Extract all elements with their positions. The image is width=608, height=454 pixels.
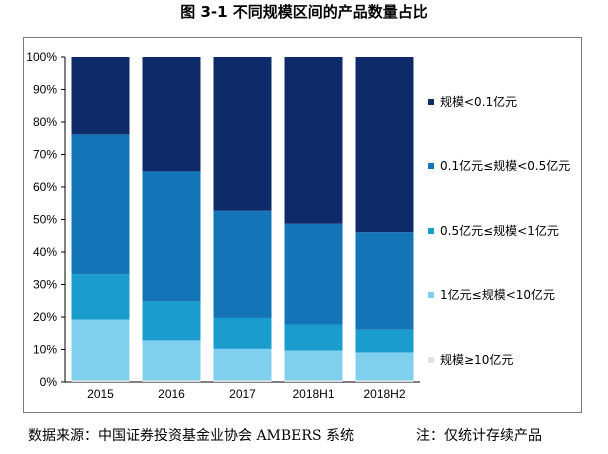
bar-segment (142, 301, 201, 341)
y-tick-label: 50% (33, 213, 57, 227)
legend-item: 1亿元≤规模<10亿元 (428, 287, 555, 302)
bar-segment (213, 317, 272, 349)
x-tick-label: 2017 (229, 387, 256, 401)
bar-segment (142, 57, 201, 172)
bar-segment (142, 380, 201, 382)
bar-segment (284, 57, 343, 224)
y-tick-label: 40% (33, 245, 57, 259)
chart-title: 图 3-1 不同规模区间的产品数量占比 (180, 3, 428, 21)
bar-segment (355, 380, 414, 382)
x-tick-label: 2015 (87, 387, 114, 401)
figure-footer: 数据来源：中国证券投资基金业协会 AMBERS 系统 注：仅统计存续产品 (0, 424, 608, 448)
legend-label: 0.5亿元≤规模<1亿元 (440, 223, 559, 238)
stacked-bar-chart: 0%10%20%30%40%50%60%70%80%90%100% 2015 20… (26, 50, 570, 401)
legend-swatch (428, 357, 434, 363)
y-tick-label: 80% (33, 115, 57, 129)
bar-segment (213, 380, 272, 382)
bar-segment (71, 134, 130, 275)
footnote-text: 注：仅统计存续产品 (416, 428, 542, 444)
y-axis: 0% 10% 20% 30% 40% 50% 60% 70% 80% 90% 100% (26, 50, 66, 389)
legend-item: 规模<0.1亿元 (428, 94, 517, 109)
x-tick-label: 2018H1 (292, 387, 334, 401)
y-tick-label: 30% (33, 278, 57, 292)
bar-2018H2 (355, 57, 414, 382)
y-tick-label: 0% (40, 375, 58, 389)
x-axis: 2015 2016 2017 2018H1 2018H2 (65, 381, 420, 401)
y-tick-label: 70% (33, 148, 57, 162)
legend-swatch (428, 163, 434, 169)
bar-segment (71, 274, 130, 320)
bar-2015 (71, 57, 130, 382)
x-tick-label: 2016 (158, 387, 185, 401)
y-tick-label: 20% (33, 310, 57, 324)
legend-swatch (428, 99, 434, 105)
legend-item: 0.5亿元≤规模<1亿元 (428, 223, 559, 238)
legend-item: 0.1亿元≤规模<0.5亿元 (428, 158, 570, 173)
bar-segment (355, 57, 414, 233)
bar-segment (284, 380, 343, 382)
bar-segment (284, 324, 343, 351)
data-source-text: 数据来源：中国证券投资基金业协会 AMBERS 系统 (28, 428, 354, 444)
y-tick-label: 10% (33, 343, 57, 357)
legend-swatch (428, 228, 434, 234)
bar-segment (284, 223, 343, 325)
bars (71, 57, 414, 382)
bar-segment (71, 57, 130, 135)
bar-segment (355, 329, 414, 353)
legend-label: 0.1亿元≤规模<0.5亿元 (440, 158, 570, 173)
bar-segment (355, 352, 414, 381)
bar-segment (142, 171, 201, 302)
bar-2017 (213, 57, 272, 382)
x-tick-label: 2018H2 (363, 387, 405, 401)
y-tick-label: 90% (33, 83, 57, 97)
bar-segment (284, 350, 343, 381)
bar-segment (213, 57, 272, 211)
bar-segment (71, 380, 130, 382)
bar-segment (142, 340, 201, 381)
legend-swatch (428, 292, 434, 298)
y-tick-label: 100% (26, 50, 57, 64)
legend: 规模<0.1亿元 0.1亿元≤规模<0.5亿元 0.5亿元≤规模<1亿元 1亿元≤规模… (428, 94, 570, 367)
bar-segment (71, 319, 130, 381)
bar-segment (213, 210, 272, 318)
legend-label: 规模<0.1亿元 (440, 94, 517, 109)
y-tick-label: 60% (33, 180, 57, 194)
bar-2016 (142, 57, 201, 382)
bar-segment (213, 348, 272, 381)
legend-label: 规模≥10亿元 (440, 352, 513, 367)
legend-label: 1亿元≤规模<10亿元 (440, 287, 555, 302)
bar-2018H1 (284, 57, 343, 382)
legend-item: 规模≥10亿元 (428, 352, 513, 367)
bar-segment (355, 232, 414, 330)
